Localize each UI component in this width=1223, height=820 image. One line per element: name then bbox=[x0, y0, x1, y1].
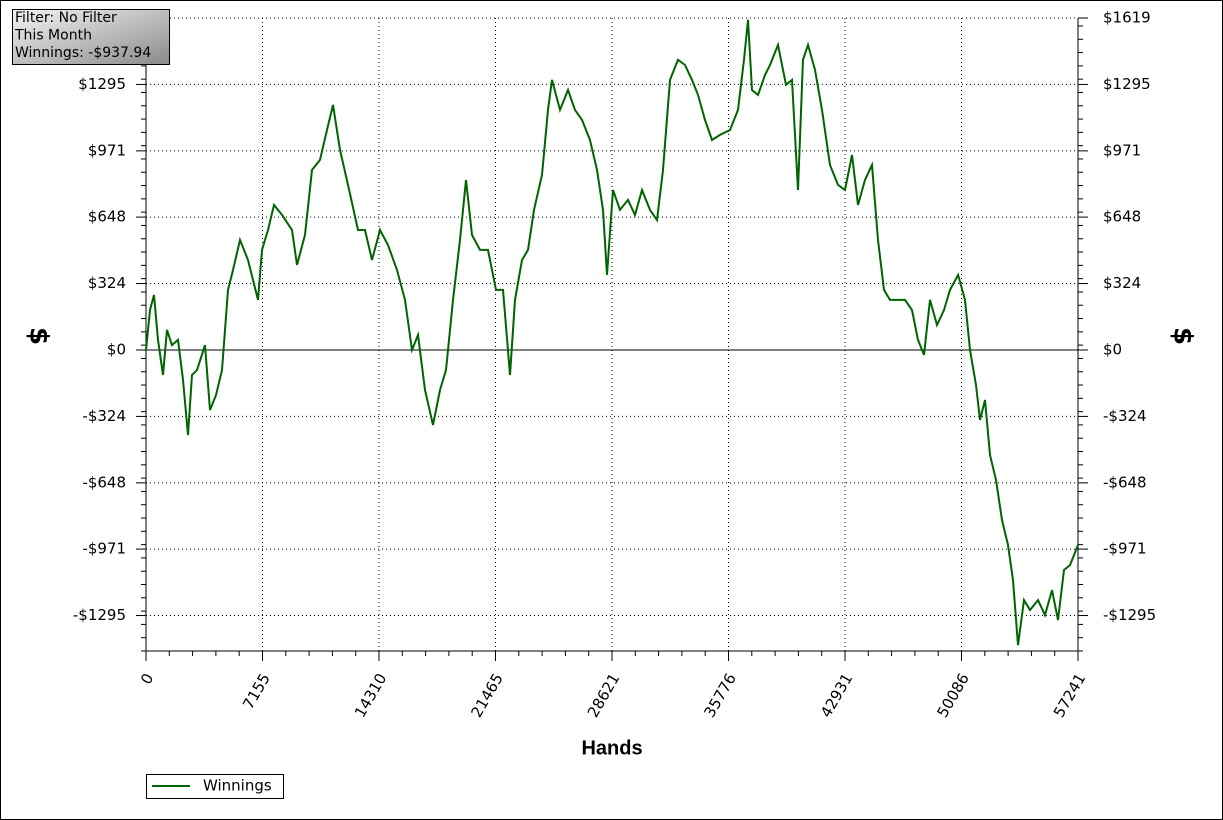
info-background bbox=[12, 9, 170, 65]
info-line: Filter: No Filter bbox=[15, 10, 117, 26]
y-tick-label: $324 bbox=[88, 274, 126, 292]
y-tick-label: $648 bbox=[88, 208, 126, 226]
y-tick-label: $971 bbox=[88, 141, 126, 159]
y-axis-label: $ bbox=[24, 327, 54, 345]
y2-tick-label: -$324 bbox=[1103, 407, 1147, 425]
info-line: Winnings: -$937.94 bbox=[15, 45, 151, 61]
y2-tick-label: $324 bbox=[1103, 274, 1141, 292]
y2-tick-label: $1295 bbox=[1103, 75, 1151, 93]
y2-tick-label: $648 bbox=[1103, 208, 1141, 226]
y2-tick-label: $971 bbox=[1103, 141, 1141, 159]
y2-axis-label: $ bbox=[1168, 327, 1198, 345]
y-tick-label: $1295 bbox=[78, 75, 126, 93]
x-axis-label: Hands bbox=[581, 737, 642, 759]
y-tick-label: -$1295 bbox=[73, 606, 126, 624]
y2-tick-label: -$1295 bbox=[1103, 606, 1156, 624]
series-line bbox=[145, 19, 1079, 646]
y2-tick-label: $0 bbox=[1103, 340, 1122, 358]
legend-label: Winnings bbox=[203, 777, 272, 795]
y-tick-label: $0 bbox=[107, 340, 126, 358]
y-tick-label: -$648 bbox=[82, 473, 126, 491]
info-line: This Month bbox=[14, 28, 92, 44]
y2-tick-label: $1619 bbox=[1103, 9, 1151, 27]
y-tick-label: -$324 bbox=[82, 407, 126, 425]
y2-tick-label: -$971 bbox=[1103, 540, 1147, 558]
y-tick-label: -$971 bbox=[82, 540, 126, 558]
y2-tick-label: -$648 bbox=[1103, 473, 1147, 491]
